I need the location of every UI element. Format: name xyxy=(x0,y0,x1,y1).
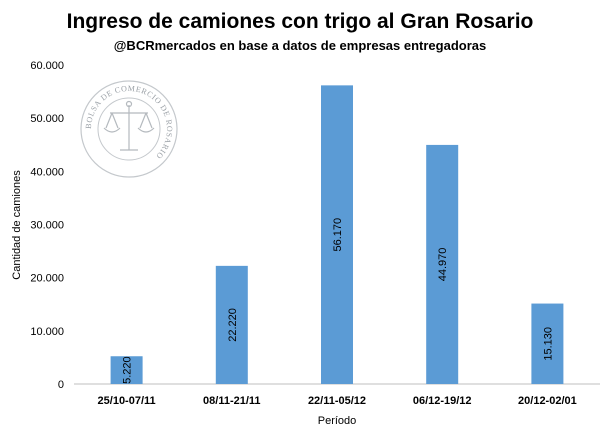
chart-subtitle: @BCRmercados en base a datos de empresas… xyxy=(114,38,487,53)
x-tick-label: 08/11-21/11 xyxy=(203,395,261,407)
bar-value-label: 22.220 xyxy=(227,308,239,342)
x-tick-label: 20/12-02/01 xyxy=(518,395,577,407)
bcr-seal-watermark: BOLSA DE COMERCIO DE ROSARIO xyxy=(80,80,178,178)
y-axis-ticks: 0 10.000 20.000 30.000 40.000 50.000 60.000 xyxy=(30,60,64,391)
x-axis-label: Período xyxy=(318,415,357,427)
bar xyxy=(531,303,564,384)
bar-value-label: 44.970 xyxy=(437,248,449,282)
y-tick-label: 50.000 xyxy=(30,113,64,125)
bar xyxy=(426,144,459,384)
bar-value-label: 15.130 xyxy=(542,327,554,361)
y-tick-label: 20.000 xyxy=(30,273,64,285)
bar-value-label: 56.170 xyxy=(332,218,344,252)
bar xyxy=(110,356,143,384)
bar xyxy=(321,85,353,385)
scales-of-justice-seal-icon xyxy=(103,100,155,151)
x-tick-label: 22/11-05/12 xyxy=(308,395,366,407)
x-axis-ticks: 25/10-07/11 08/11-21/11 22/11-05/12 06/12-1… xyxy=(98,395,577,407)
x-tick-label: 25/10-07/11 xyxy=(98,395,156,407)
y-tick-label: 0 xyxy=(58,379,64,391)
y-tick-label: 30.000 xyxy=(30,220,64,232)
y-tick-label: 60.000 xyxy=(30,60,64,72)
bars-group: 5.220 22.220 56.170 44.970 15.130 xyxy=(110,85,564,385)
chart-title: Ingreso de camiones con trigo al Gran Ro… xyxy=(67,10,534,33)
bar-value-label: 5.220 xyxy=(122,356,134,384)
bar xyxy=(215,265,248,384)
y-tick-label: 10.000 xyxy=(30,326,64,338)
y-tick-label: 40.000 xyxy=(30,166,64,178)
y-axis-label: Cantidad de camiones xyxy=(11,170,23,280)
x-tick-label: 06/12-19/12 xyxy=(413,395,472,407)
